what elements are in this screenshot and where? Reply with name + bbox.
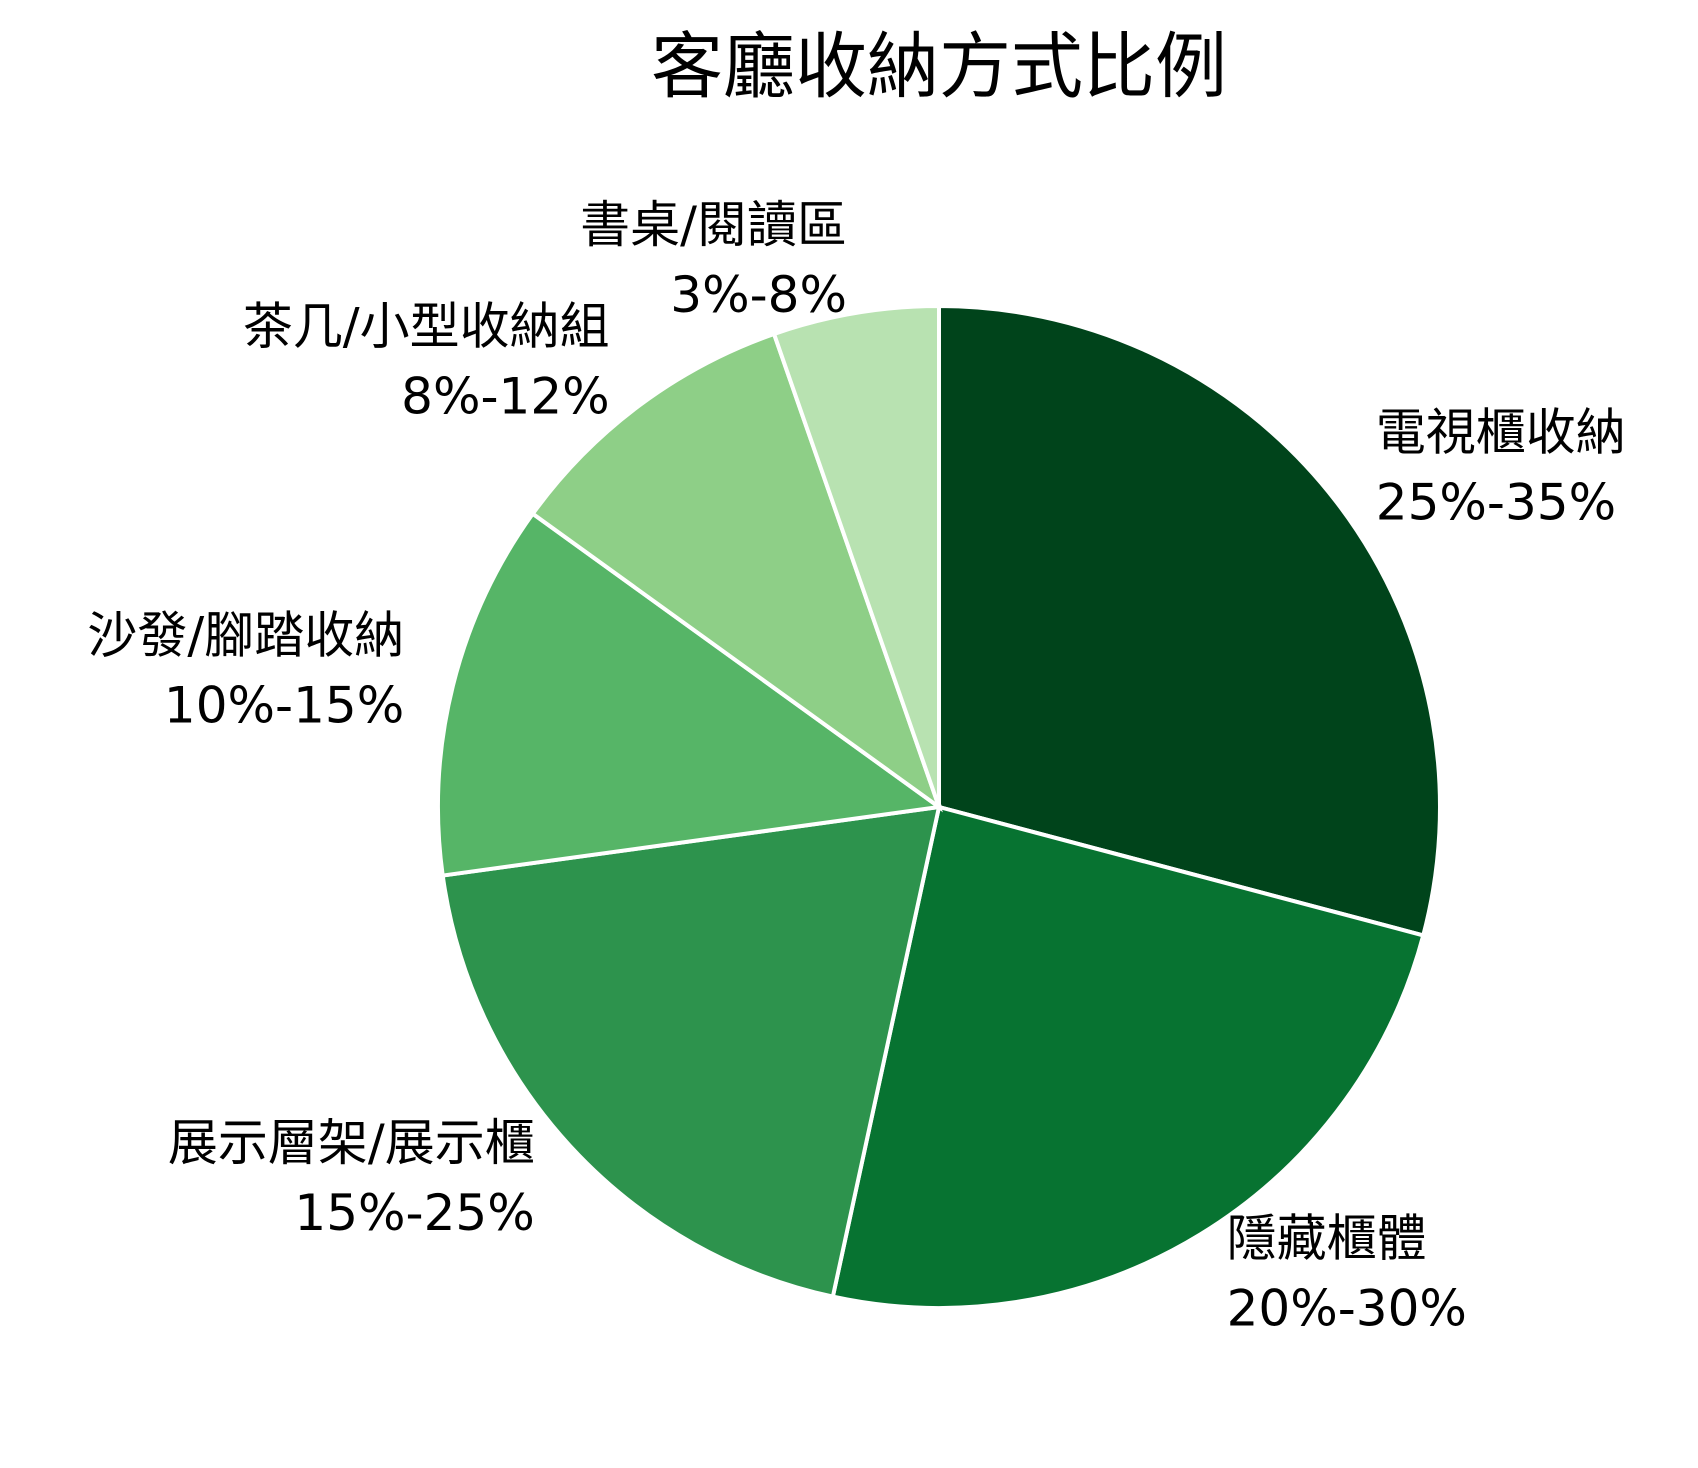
slice-range-label: 10%-15% [164,676,404,734]
slice-range-label: 20%-30% [1227,1280,1467,1338]
chart-title: 客廳收納方式比例 [651,25,1227,109]
pie-slice [440,804,942,1299]
pie-slice [771,303,941,808]
slice-label: 隱藏櫃體 [1227,1210,1427,1268]
slice-range-label: 3%-8% [670,266,847,324]
pie-slice [937,303,1443,938]
slice-label: 展示層架/展示櫃 [168,1114,535,1172]
slice-range-label: 25%-35% [1376,473,1616,531]
slice-range-label: 8%-12% [401,368,610,426]
slice-label: 沙發/腳踏收納 [87,606,404,664]
slice-label: 茶几/小型收納組 [243,298,610,356]
pie-slice [529,331,943,813]
pie-slice [436,510,945,878]
slice-label: 電視櫃收納 [1376,403,1626,461]
slice-label: 書桌/閱讀區 [580,196,847,254]
pie-slice [830,804,1426,1310]
slice-range-label: 15%-25% [294,1184,534,1242]
